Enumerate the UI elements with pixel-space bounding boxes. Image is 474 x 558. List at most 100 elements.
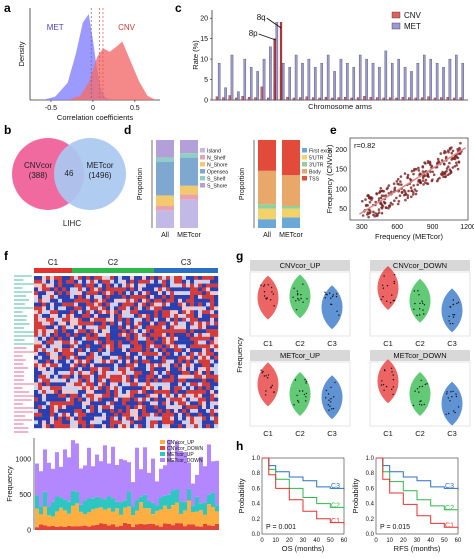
- heatmap-cell: [70, 348, 75, 353]
- heatmap-cell: [90, 306, 95, 311]
- p-value-label: P = 0.001: [266, 524, 296, 531]
- heatmap-cell: [62, 378, 67, 383]
- heatmap-cell: [118, 363, 123, 368]
- violin-point: [297, 401, 300, 403]
- freq-bar-segment: [75, 491, 79, 504]
- violin-point: [330, 386, 332, 388]
- freq-bar-segment: [71, 526, 75, 530]
- heatmap-cell: [62, 283, 67, 288]
- heatmap-cell: [86, 420, 91, 425]
- heatmap-cell: [50, 416, 55, 421]
- heatmap-cell: [46, 325, 51, 330]
- heatmap-cell: [170, 336, 175, 341]
- heatmap-cell: [106, 374, 111, 379]
- heatmap-cell: [142, 359, 147, 364]
- heatmap-cell: [38, 276, 43, 280]
- freq-legend-swatch: [160, 452, 165, 456]
- heatmap-cell: [214, 405, 219, 410]
- heatmap-cell: [86, 329, 91, 334]
- heatmap-cell: [110, 344, 115, 349]
- heatmap-cell: [118, 371, 123, 375]
- heatmap-cell: [118, 333, 123, 337]
- heatmap-cell: [182, 321, 187, 326]
- heatmap-cell: [66, 310, 71, 315]
- heatmap-cell: [106, 340, 111, 345]
- heatmap-cell: [42, 348, 47, 353]
- heatmap-cell: [82, 295, 87, 299]
- heatmap-cell: [46, 336, 51, 341]
- heatmap-cell: [110, 390, 115, 394]
- scatter-point: [395, 196, 398, 200]
- freq-bar-segment: [203, 514, 207, 524]
- heatmap-cell: [186, 329, 191, 334]
- heatmap-cell: [42, 329, 47, 334]
- freq-bar-segment: [127, 524, 131, 530]
- heatmap-cell: [194, 359, 199, 364]
- heatmap-cell: [110, 409, 115, 413]
- violin-panel-title: CNVcor_UP: [280, 261, 321, 270]
- heatmap-cell: [90, 393, 95, 398]
- violin-point: [449, 322, 451, 325]
- heatmap-cell: [134, 420, 139, 425]
- heatmap-cell: [74, 302, 79, 307]
- heatmap-cell: [206, 279, 211, 284]
- heatmap-cell: [166, 416, 171, 421]
- heatmap-cell: [130, 393, 135, 398]
- freq-bar-segment: [179, 501, 183, 515]
- heatmap-cell: [78, 401, 83, 406]
- violin-x-label: C1: [263, 339, 273, 348]
- heatmap-cell: [158, 310, 163, 315]
- heatmap-cell: [102, 363, 107, 368]
- heatmap-cell: [202, 363, 207, 368]
- x-tick-label: 1200: [460, 224, 474, 231]
- heatmap-cell: [162, 393, 167, 398]
- heatmap-cell: [190, 310, 195, 315]
- freq-bar-segment: [43, 506, 47, 526]
- heatmap-cell: [138, 295, 143, 299]
- heatmap-cell: [154, 287, 159, 292]
- heatmap-cell: [146, 329, 151, 334]
- heatmap-cell: [66, 359, 71, 364]
- heatmap-cell: [150, 382, 155, 387]
- heatmap-cell: [198, 424, 203, 429]
- heatmap-cell: [142, 333, 147, 337]
- y-tick-label: 0.8: [366, 471, 375, 477]
- violin-point: [452, 314, 454, 316]
- scatter-point: [442, 162, 446, 166]
- stacked-segment: [258, 204, 276, 209]
- heatmap-cell: [70, 420, 75, 425]
- heatmap-cell: [138, 333, 143, 337]
- heatmap-cell: [162, 355, 167, 360]
- heatmap-cell: [194, 314, 199, 318]
- heatmap-cell: [110, 340, 115, 345]
- heatmap-cell: [118, 374, 123, 379]
- heatmap-cell: [78, 306, 83, 311]
- heatmap-cell: [38, 386, 43, 391]
- heatmap-cell: [74, 298, 79, 303]
- violin-point: [332, 407, 335, 410]
- heatmap-cell: [102, 298, 107, 303]
- heatmap-cell: [86, 401, 91, 406]
- x-axis-label: OS (months): [282, 544, 325, 553]
- heatmap-cell: [42, 352, 47, 356]
- heatmap-cell: [98, 359, 103, 364]
- arrow-8p: [258, 33, 276, 41]
- heatmap-cell: [170, 283, 175, 288]
- heatmap-cell: [154, 397, 159, 402]
- heatmap-cell: [98, 382, 103, 387]
- heatmap-cell: [102, 276, 107, 280]
- heatmap-cell: [150, 352, 155, 356]
- heatmap-cell: [46, 348, 51, 353]
- heatmap-cell: [70, 416, 75, 421]
- heatmap-cell: [50, 397, 55, 402]
- scatter-point: [377, 211, 381, 214]
- heatmap-cell: [142, 321, 147, 326]
- heatmap-cell: [146, 287, 151, 292]
- freq-bar-segment: [127, 462, 131, 492]
- heatmap-cell: [34, 314, 39, 318]
- heatmap-cell: [110, 283, 115, 288]
- heatmap-cell: [74, 276, 79, 280]
- heatmap-cell: [42, 374, 47, 379]
- heatmap-cell: [182, 416, 187, 421]
- heatmap-cell: [42, 321, 47, 326]
